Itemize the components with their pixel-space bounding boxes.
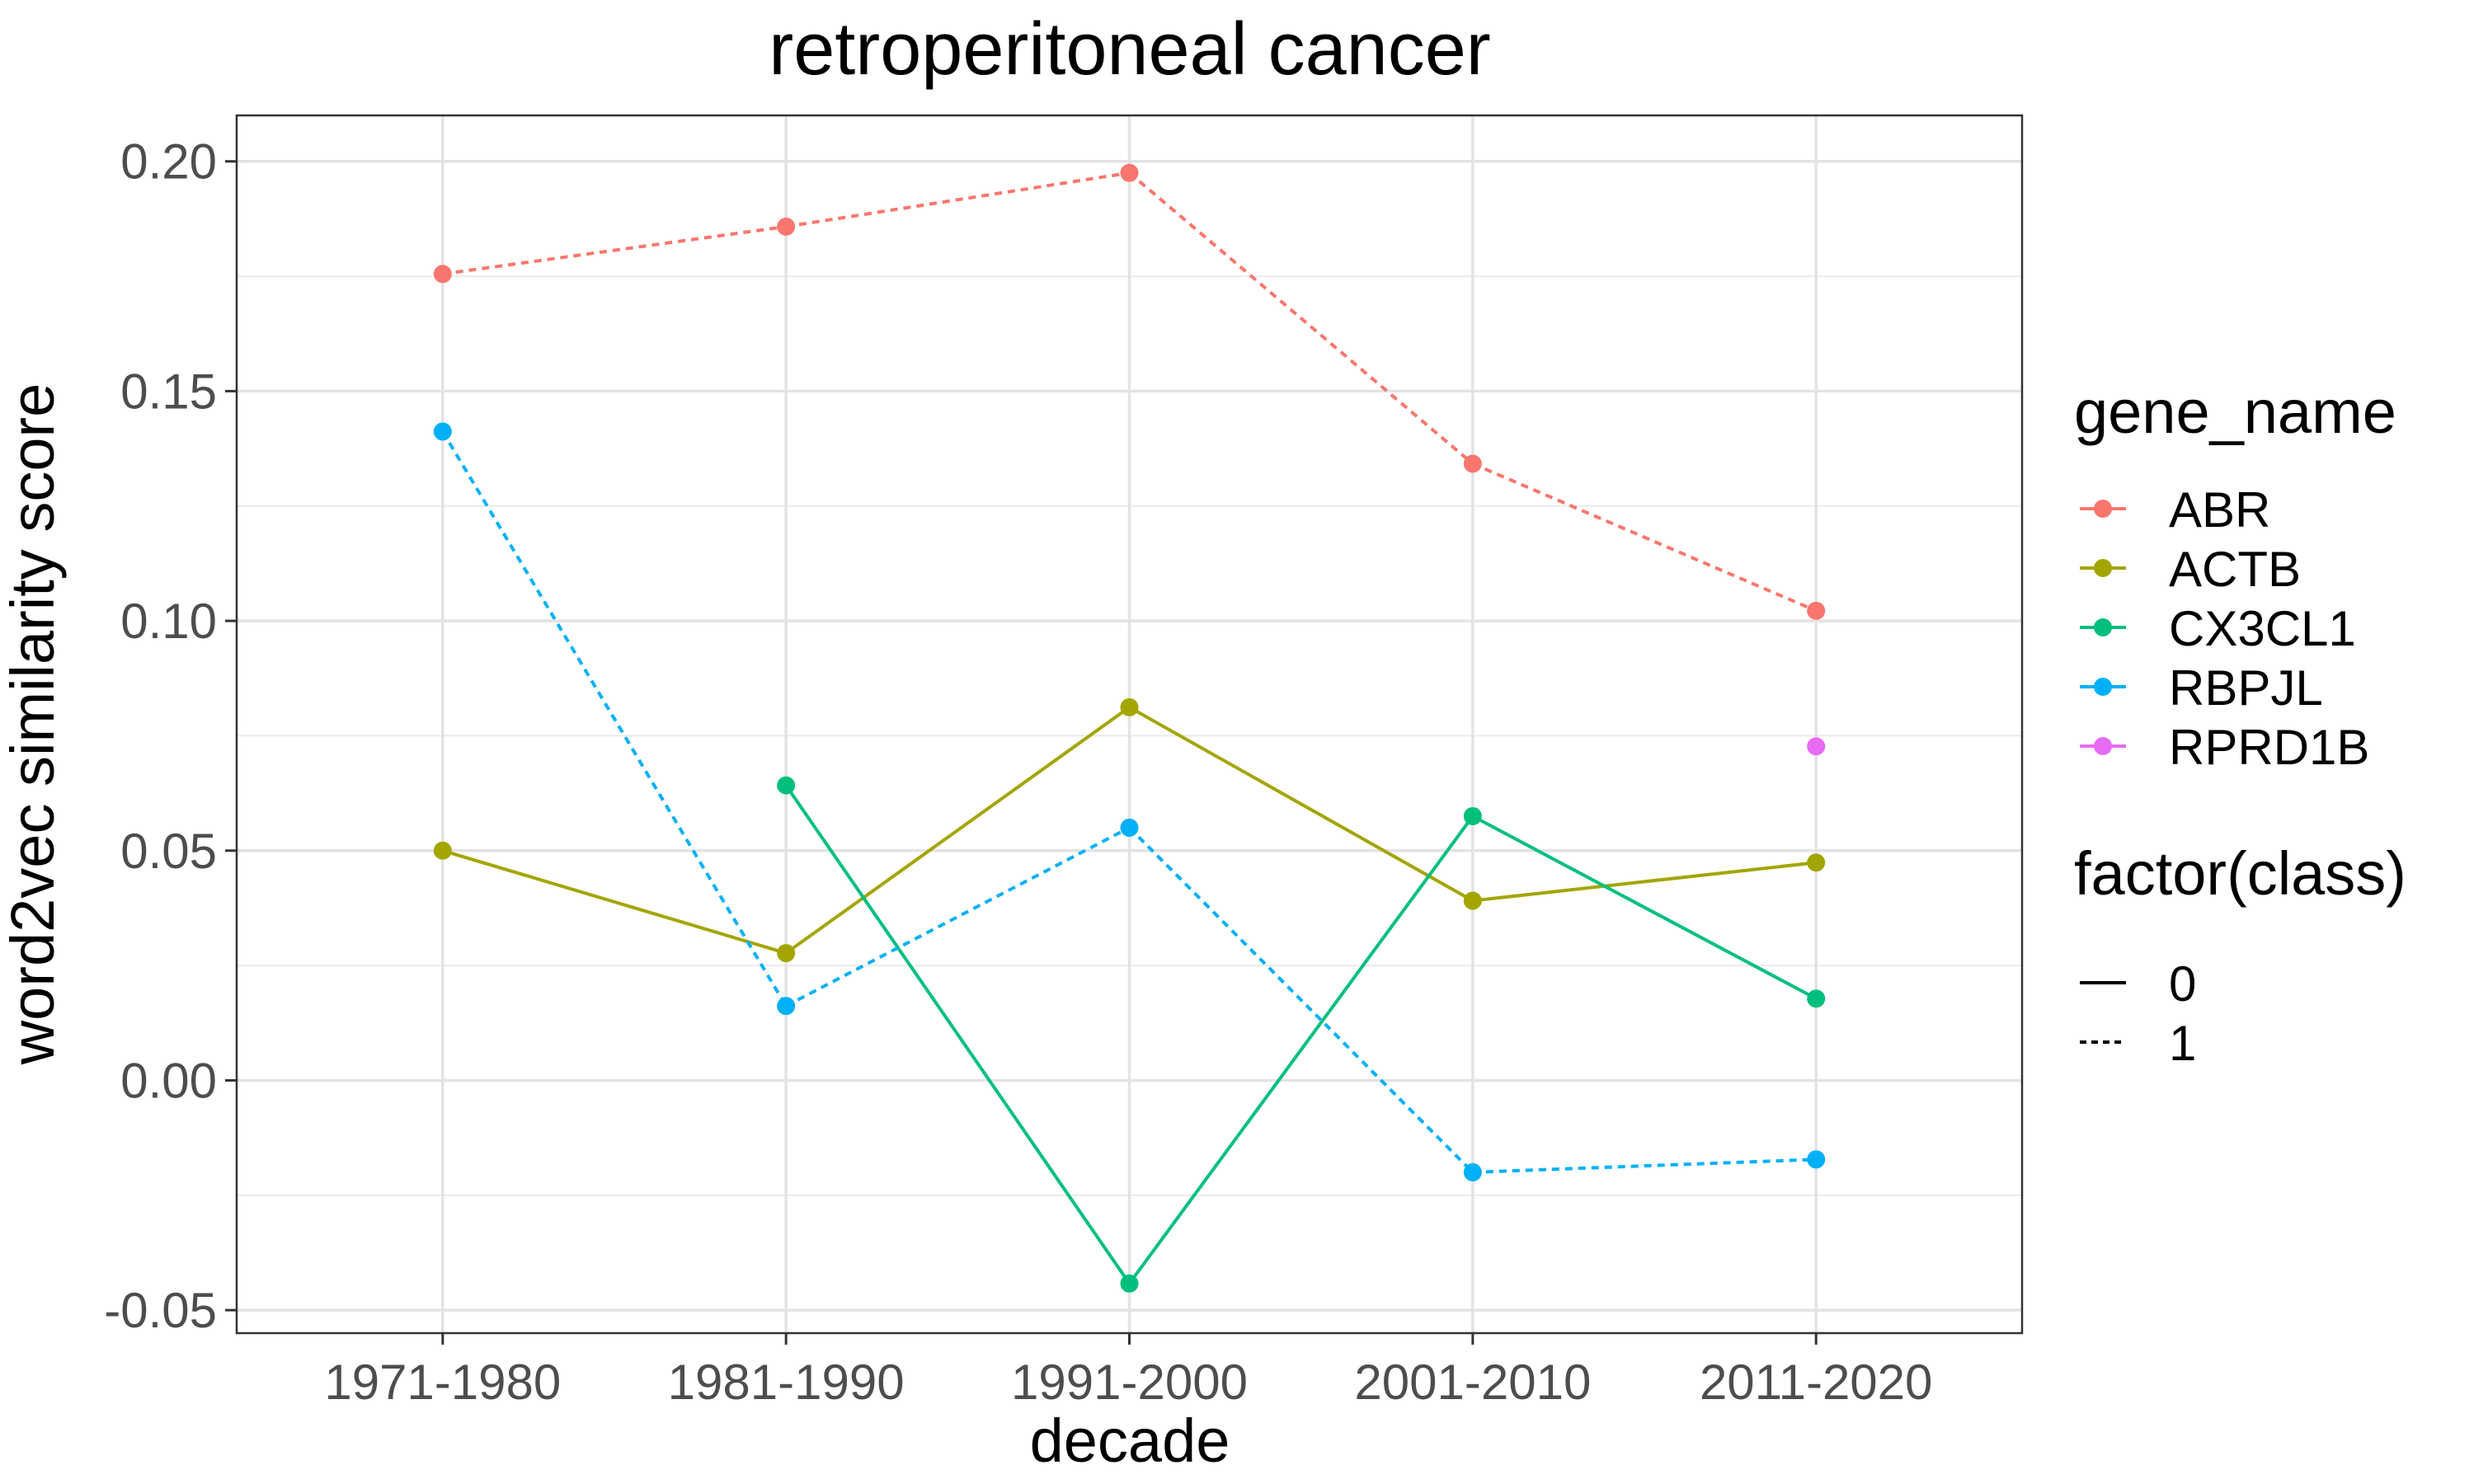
- series-line: [1127, 815, 1475, 1284]
- legend-key-point: [2094, 678, 2112, 696]
- chart-title: retroperitoneal cancer: [769, 8, 1490, 91]
- legend-item-rbpjl: RBPJL: [2080, 660, 2323, 716]
- data-point: [1120, 697, 1139, 716]
- series-line: [1472, 1158, 1817, 1174]
- legend-color-title: gene_name: [2074, 378, 2396, 446]
- series-line: [1128, 171, 1475, 466]
- legend-label: RBPJL: [2169, 660, 2323, 716]
- data-point: [1807, 989, 1826, 1008]
- legend-key-point: [2094, 618, 2112, 636]
- legend-item-abr: ABR: [2080, 482, 2270, 538]
- data-point: [1463, 454, 1482, 473]
- data-point: [1463, 891, 1482, 910]
- data-point: [1120, 163, 1139, 182]
- x-tick-label: 1991-2000: [1011, 1355, 1248, 1410]
- series-cx3cl1: [777, 776, 1826, 1293]
- legend-key-point: [2094, 559, 2112, 577]
- y-tick-label: 0.10: [120, 594, 217, 649]
- series-line: [442, 224, 787, 276]
- x-tick-label: 1971-1980: [324, 1355, 561, 1410]
- series-rprd1b: [1807, 737, 1826, 756]
- data-point: [1807, 601, 1826, 620]
- legend-item-class-0: 0: [2080, 956, 2196, 1012]
- y-tick-label: 0.05: [120, 824, 217, 879]
- data-point: [1120, 818, 1139, 837]
- series-line: [784, 706, 1131, 955]
- series-line: [785, 171, 1130, 228]
- data-point: [777, 217, 796, 236]
- series-actb: [433, 697, 1826, 963]
- x-tick-label: 1981-1990: [668, 1355, 905, 1410]
- legend-linetype-entries: 01: [2080, 956, 2196, 1071]
- series-line: [442, 848, 787, 955]
- series-layer: [433, 163, 1826, 1293]
- legend-label: CX3CL1: [2169, 601, 2356, 656]
- legend-item-cx3cl1: CX3CL1: [2080, 601, 2356, 656]
- legend-linetype-title: factor(class): [2074, 839, 2406, 908]
- series-line: [1128, 826, 1475, 1174]
- series-abr: [433, 163, 1826, 620]
- legend-label: 1: [2169, 1016, 2196, 1071]
- data-point: [433, 422, 452, 441]
- legend-label: 0: [2169, 956, 2196, 1012]
- series-line: [1128, 706, 1474, 903]
- legend-label: ABR: [2169, 482, 2270, 538]
- data-point: [1807, 1150, 1826, 1169]
- series-line: [441, 430, 788, 1007]
- y-tick-label: 0.00: [120, 1053, 217, 1108]
- grid: [237, 115, 2022, 1333]
- data-point: [433, 265, 452, 284]
- series-line: [1471, 815, 1818, 1001]
- series-line: [784, 784, 1131, 1284]
- data-point: [1120, 1274, 1139, 1293]
- data-point: [777, 776, 796, 795]
- series-rbpjl: [433, 422, 1826, 1181]
- series-line: [785, 826, 1131, 1007]
- legend-item-class-1: 1: [2080, 1016, 2196, 1071]
- data-point: [433, 841, 452, 860]
- x-tick-label: 2011-2020: [1700, 1355, 1932, 1410]
- y-tick-label: 0.20: [120, 134, 217, 190]
- legend-item-actb: ACTB: [2080, 542, 2301, 597]
- series-line: [1472, 462, 1817, 613]
- data-point: [777, 997, 796, 1016]
- x-axis-title: decade: [1030, 1407, 1230, 1475]
- y-axis: -0.05 0.00 0.05 0.10 0.15 0.20: [104, 134, 237, 1338]
- x-axis: 1971-1980 1981-1990 1991-2000 2001-2010 2011…: [324, 1333, 1932, 1410]
- legend-item-rprd1b: RPRD1B: [2080, 720, 2369, 775]
- legend-key-point: [2094, 500, 2112, 518]
- data-point: [1807, 737, 1826, 756]
- y-tick-label: -0.05: [104, 1283, 217, 1338]
- data-point: [777, 944, 796, 963]
- data-point: [1807, 853, 1826, 872]
- x-tick-label: 2001-2010: [1354, 1355, 1591, 1410]
- data-point: [1463, 806, 1482, 825]
- y-axis-title: word2vec similarity score: [0, 383, 67, 1066]
- legend-key-point: [2094, 737, 2112, 755]
- legend-label: ACTB: [2169, 542, 2301, 597]
- data-point: [1463, 1162, 1482, 1181]
- y-tick-label: 0.15: [120, 364, 217, 419]
- legend-label: RPRD1B: [2169, 720, 2369, 775]
- series-line: [1472, 861, 1817, 903]
